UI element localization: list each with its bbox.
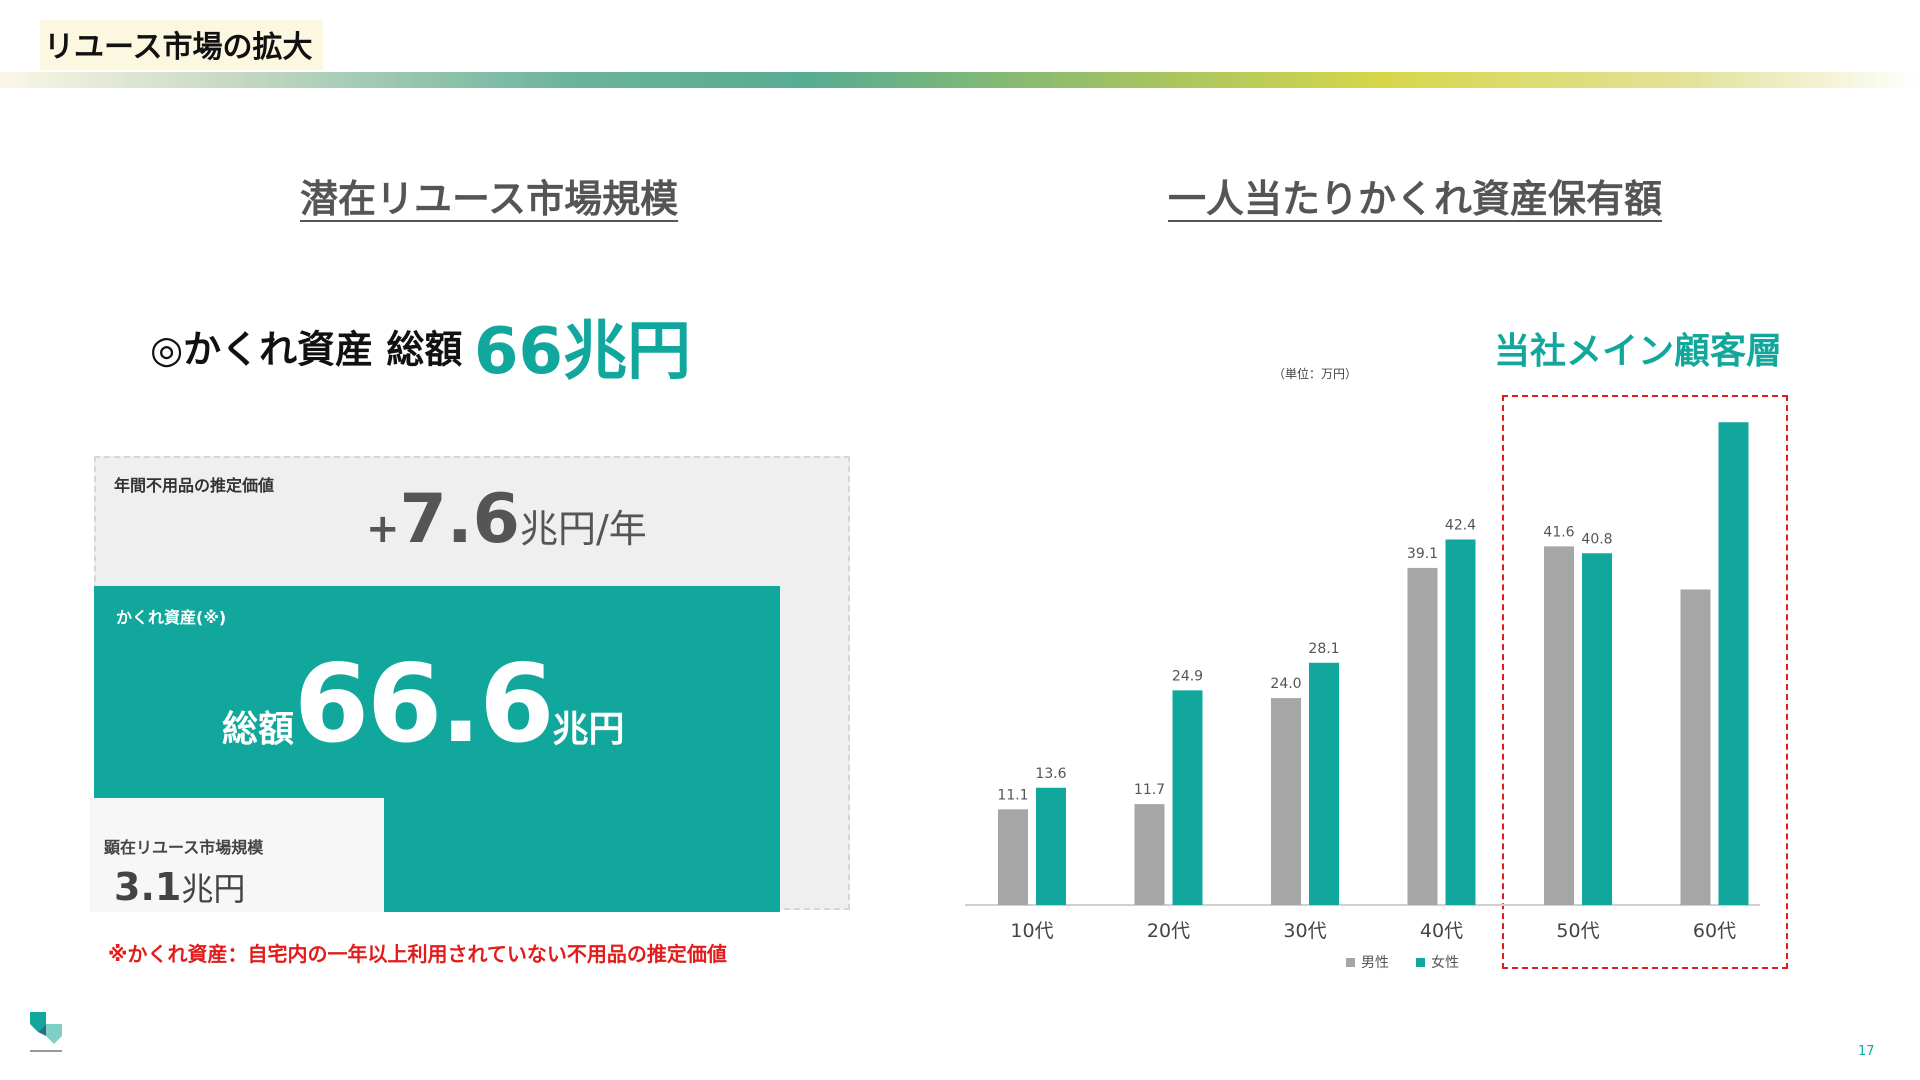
hidden-assets-total-value: 66兆円 bbox=[473, 315, 692, 389]
potential-market-heading: 潜在リユース市場規模 bbox=[300, 177, 679, 221]
hidden-assets-label: かくれ資産(※) bbox=[116, 608, 227, 627]
hidden-assets-unit: 兆円 bbox=[552, 709, 625, 750]
annual-unused-value: +7.6兆円/年 bbox=[366, 480, 647, 559]
hidden-assets-total-label: ◎かくれ資産 総額 bbox=[150, 327, 463, 372]
current-reuse-market-value: 3.1兆円 bbox=[114, 864, 245, 910]
annual-plus-sign: + bbox=[366, 506, 400, 552]
legend-label-male: 男性 bbox=[1361, 955, 1389, 971]
bar-male-20代 bbox=[1134, 804, 1165, 905]
main-customers-label: 当社メイン顧客層 bbox=[1494, 331, 1783, 372]
title-gradient-bar bbox=[0, 72, 1920, 88]
bar-male-10代 bbox=[998, 809, 1028, 905]
hidden-assets-footnote: ※かくれ資産：自宅内の一年以上利用されていない不用品の推定価値 bbox=[108, 942, 727, 966]
hidden-assets-number: 66.6 bbox=[294, 642, 554, 767]
current-market-number: 3.1 bbox=[114, 865, 182, 909]
bar-male-60代 bbox=[1680, 589, 1711, 905]
data-label-female-40代: 42.4 bbox=[1445, 517, 1476, 533]
x-tick-label-50代: 50代 bbox=[1556, 920, 1599, 942]
bar-female-50代 bbox=[1582, 553, 1612, 905]
bar-male-40代 bbox=[1407, 567, 1438, 905]
company-logo bbox=[30, 1012, 62, 1052]
data-label-female-20代: 24.9 bbox=[1172, 668, 1203, 684]
annual-value-unit: 兆円/年 bbox=[519, 507, 647, 551]
x-tick-label-60代: 60代 bbox=[1693, 920, 1736, 942]
slide-title: リユース市場の拡大 bbox=[40, 20, 323, 70]
hidden-assets-total: ◎かくれ資産 総額 66兆円 bbox=[150, 300, 691, 392]
data-label-female-50代: 40.8 bbox=[1581, 531, 1612, 547]
x-tick-label-40代: 40代 bbox=[1420, 920, 1463, 942]
bar-female-60代 bbox=[1718, 422, 1749, 905]
legend-label-female: 女性 bbox=[1431, 954, 1459, 971]
current-reuse-market-label: 顕在リユース市場規模 bbox=[104, 838, 264, 857]
data-label-male-20代: 11.7 bbox=[1134, 782, 1165, 798]
current-reuse-market-box: 顕在リユース市場規模 3.1兆円 bbox=[90, 798, 384, 912]
data-label-female-30代: 28.1 bbox=[1308, 641, 1339, 657]
bar-female-10代 bbox=[1036, 787, 1066, 905]
main-customers-highlight-box bbox=[1502, 395, 1788, 969]
hidden-assets-prefix: 総額 bbox=[222, 709, 295, 750]
page-number: 17 bbox=[1858, 1044, 1875, 1059]
legend-swatch-male bbox=[1346, 958, 1355, 967]
data-label-female-10代: 13.6 bbox=[1035, 766, 1066, 782]
x-tick-label-30代: 30代 bbox=[1283, 920, 1326, 942]
data-label-male-10代: 11.1 bbox=[997, 787, 1028, 803]
bar-female-30代 bbox=[1309, 662, 1339, 905]
legend-swatch-female bbox=[1416, 958, 1425, 967]
data-label-male-50代: 41.6 bbox=[1543, 524, 1574, 540]
chart-unit-note: （単位：万円） bbox=[1273, 366, 1357, 381]
current-market-unit: 兆円 bbox=[181, 870, 246, 908]
annual-unused-value-label: 年間不用品の推定価値 bbox=[114, 476, 275, 495]
x-tick-label-10代: 10代 bbox=[1010, 920, 1053, 942]
bar-female-20代 bbox=[1172, 690, 1203, 905]
hidden-assets-value: 総額66.6兆円 bbox=[222, 642, 625, 767]
bar-male-30代 bbox=[1271, 698, 1301, 905]
bar-female-40代 bbox=[1445, 539, 1476, 905]
annual-value-number: 7.6 bbox=[399, 480, 520, 559]
bar-male-50代 bbox=[1544, 546, 1574, 905]
data-label-male-40代: 39.1 bbox=[1407, 546, 1438, 562]
per-person-assets-heading: 一人当たりかくれ資産保有額 bbox=[1168, 177, 1663, 221]
data-label-male-30代: 24.0 bbox=[1270, 676, 1301, 692]
x-tick-label-20代: 20代 bbox=[1147, 920, 1190, 942]
